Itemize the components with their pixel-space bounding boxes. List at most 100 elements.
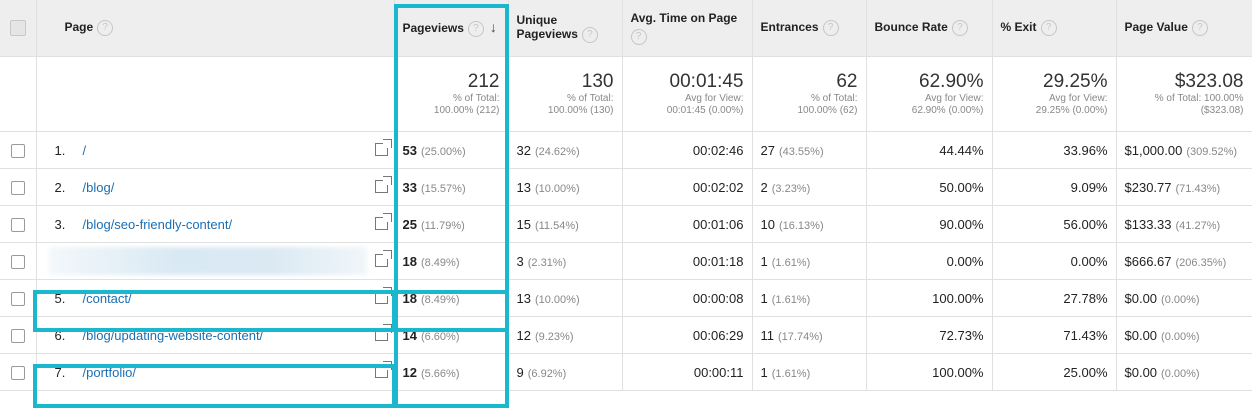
help-icon[interactable]: ? <box>951 20 968 36</box>
entrances-cell: 10 (16.13%) <box>752 205 867 243</box>
avg-time-cell: 00:00:08 <box>622 279 753 317</box>
unique-pageviews-pct: (9.23%) <box>534 330 574 343</box>
exit-value: 25.00% <box>1063 364 1108 380</box>
entrances-pct: (1.61%) <box>771 293 811 306</box>
unique-pageviews-value: 9 <box>516 364 524 380</box>
exit-cell: 25.00% <box>992 353 1117 391</box>
col-page-label[interactable]: Page <box>64 20 94 35</box>
page-link[interactable]: /portfolio/ <box>82 364 136 380</box>
help-icon[interactable]: ? <box>97 20 114 36</box>
highlight-pageviews-column <box>394 4 509 408</box>
help-icon[interactable]: ? <box>467 20 484 37</box>
col-exit-header[interactable]: % Exit? <box>992 0 1117 57</box>
entrances-pct: (1.61%) <box>771 367 811 380</box>
bounce-rate-value: 50.00% <box>939 179 984 195</box>
total-page-value-sub1: % of Total: 100.00% <box>1154 93 1244 104</box>
row-select-cell[interactable] <box>0 131 37 169</box>
avg-time-value: 00:00:11 <box>693 364 744 380</box>
avg-time-cell: 00:02:46 <box>622 131 753 169</box>
page-value-pct: (41.27%) <box>1175 219 1221 232</box>
page-cell <box>36 242 395 280</box>
page-value-value: $1,000.00 <box>1124 142 1183 158</box>
select-all-cell[interactable] <box>0 0 37 57</box>
table-row: 18 (8.49%) 3 (2.31%) 00:01:18 1 (1.61%) 0.0… <box>0 242 1252 280</box>
col-page-header[interactable]: Page? <box>36 0 395 57</box>
col-pageviews-label[interactable]: Pageviews <box>402 21 464 36</box>
row-select-cell[interactable] <box>0 353 37 391</box>
row-checkbox[interactable] <box>10 217 25 232</box>
col-avg-time-header[interactable]: Avg. Time on Page? <box>622 0 753 57</box>
entrances-value: 2 <box>760 179 768 195</box>
row-checkbox[interactable] <box>10 328 25 343</box>
open-external-icon[interactable] <box>374 213 392 230</box>
row-checkbox[interactable] <box>10 143 25 158</box>
entrances-value: 1 <box>760 290 768 306</box>
pageviews-pct: (6.60%) <box>420 330 460 343</box>
col-bounce-rate-label[interactable]: Bounce Rate <box>874 20 948 35</box>
row-select-cell[interactable] <box>0 279 37 317</box>
row-checkbox[interactable] <box>10 291 25 306</box>
total-avg-time-sub1: Avg for View: <box>684 93 744 104</box>
help-icon[interactable]: ? <box>1040 20 1057 36</box>
avg-time-cell: 00:06:29 <box>622 316 753 354</box>
open-external-icon[interactable] <box>374 139 392 156</box>
col-page-value-header[interactable]: Page Value? <box>1116 0 1252 57</box>
col-entrances-label[interactable]: Entrances <box>760 20 819 35</box>
row-checkbox[interactable] <box>10 254 25 269</box>
pageviews-value: 18 <box>402 290 417 306</box>
col-unique-pageviews-label[interactable]: Unique Pageviews <box>516 13 578 42</box>
sort-descending-icon[interactable]: ↓ <box>489 19 497 36</box>
unique-pageviews-cell: 15 (11.54%) <box>508 205 623 243</box>
row-select-cell[interactable] <box>0 205 37 243</box>
page-value-value: $0.00 <box>1124 290 1158 306</box>
select-all-checkbox[interactable] <box>9 20 26 36</box>
row-index: 1. <box>54 142 66 158</box>
total-page-value-value: $323.08 <box>1174 71 1244 92</box>
page-value-pct: (206.35%) <box>1175 256 1227 269</box>
total-page-value: $323.08 % of Total: 100.00% ($323.08) <box>1116 56 1252 132</box>
help-icon[interactable]: ? <box>1191 20 1208 36</box>
page-cell: 1. / <box>36 131 395 169</box>
open-external-icon[interactable] <box>374 176 392 193</box>
row-checkbox[interactable] <box>10 365 25 380</box>
page-value-cell: $230.77 (71.43%) <box>1116 168 1252 206</box>
avg-time-cell: 00:01:06 <box>622 205 753 243</box>
row-select-cell[interactable] <box>0 168 37 206</box>
page-link[interactable]: /contact/ <box>82 290 132 306</box>
page-value-pct: (71.43%) <box>1175 182 1221 195</box>
col-exit-label[interactable]: % Exit <box>1000 20 1037 35</box>
page-link[interactable]: / <box>82 142 87 158</box>
row-checkbox[interactable] <box>10 180 25 195</box>
entrances-value: 11 <box>760 327 775 343</box>
row-index: 3. <box>54 216 66 232</box>
help-icon[interactable]: ? <box>581 27 598 43</box>
pageviews-value: 25 <box>402 216 417 232</box>
page-cell: 2. /blog/ <box>36 168 395 206</box>
entrances-cell: 2 (3.23%) <box>752 168 867 206</box>
col-avg-time-label[interactable]: Avg. Time on Page <box>630 11 738 25</box>
col-page-value-label[interactable]: Page Value <box>1124 20 1188 35</box>
bounce-rate-value: 90.00% <box>939 216 984 232</box>
page-link[interactable]: /blog/seo-friendly-content/ <box>82 216 233 232</box>
pageviews-cell: 18 (8.49%) <box>394 279 509 317</box>
bounce-rate-cell: 90.00% <box>866 205 993 243</box>
pageviews-pct: (15.57%) <box>420 182 466 195</box>
row-select-cell[interactable] <box>0 242 37 280</box>
pageviews-pct: (8.49%) <box>420 293 460 306</box>
avg-time-value: 00:02:46 <box>692 142 744 158</box>
total-entrances-sub1: % of Total: <box>810 93 858 104</box>
help-icon[interactable]: ? <box>630 29 647 45</box>
help-icon[interactable]: ? <box>822 20 839 36</box>
pageviews-value: 53 <box>402 142 417 158</box>
col-bounce-rate-header[interactable]: Bounce Rate? <box>866 0 993 57</box>
col-entrances-header[interactable]: Entrances? <box>752 0 867 57</box>
col-pageviews-header[interactable]: Pageviews? ↓ <box>394 0 509 57</box>
row-select-cell[interactable] <box>0 316 37 354</box>
pageviews-cell: 12 (5.66%) <box>394 353 509 391</box>
entrances-cell: 1 (1.61%) <box>752 242 867 280</box>
avg-time-value: 00:01:06 <box>692 216 744 232</box>
entrances-pct: (16.13%) <box>778 219 824 232</box>
page-link[interactable]: /blog/ <box>82 179 115 195</box>
open-external-icon[interactable] <box>374 250 392 267</box>
col-unique-pageviews-header[interactable]: Unique Pageviews? <box>508 0 623 57</box>
